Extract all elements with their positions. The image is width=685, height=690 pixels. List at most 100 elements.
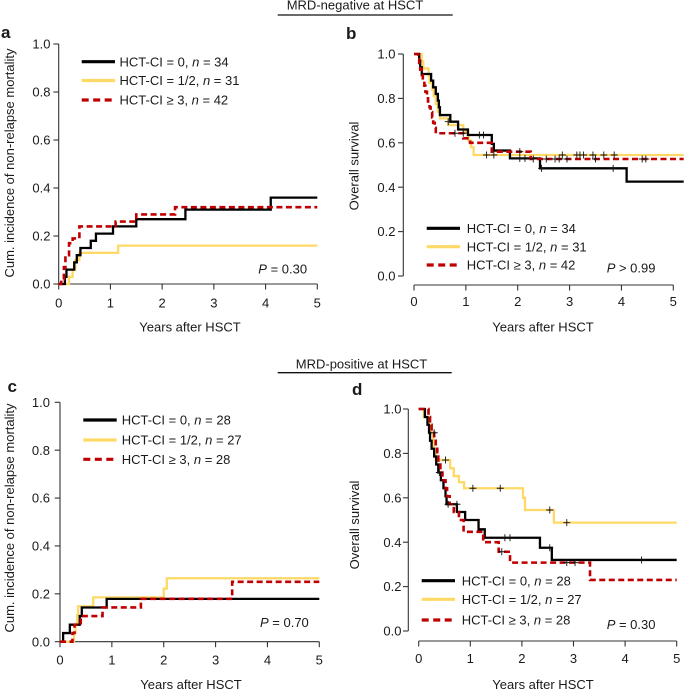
legend-label: HCT-CI = 0, n = 28: [122, 413, 231, 428]
censor-mark: [546, 544, 554, 552]
censor-mark: [430, 429, 438, 437]
p-symbol: P: [260, 615, 269, 630]
censor-mark: [516, 148, 524, 156]
p-symbol: P: [607, 261, 616, 276]
y-tick-label: 0.6: [383, 490, 401, 505]
panel-label: a: [1, 23, 11, 42]
x-tick-label: 2: [518, 651, 525, 666]
legend-label-part: HCT-CI ≥ 3,: [120, 93, 192, 108]
panels: a 0.0 0.2 0.4 0.6 0.8 1.0 0 1 2 3 4 5 Years after HSC…: [1, 23, 684, 690]
series-line-hct-ci-1-2: [414, 52, 684, 157]
series-line-hct-ci-1-2: [60, 577, 320, 643]
series-line-hct-ci-ge3: [414, 52, 684, 161]
legend-label-part: HCT-CI = 0,: [462, 573, 535, 588]
x-tick-label: 4: [264, 653, 271, 668]
x-tick-label: 4: [621, 651, 628, 666]
censor-mark: [609, 164, 617, 172]
legend-item: HCT-CI ≥ 3, n = 28: [421, 613, 570, 628]
legend-n-symbol: n: [534, 613, 541, 628]
legend-label-part: HCT-CI = 0,: [467, 221, 540, 236]
x-tick-label: 2: [514, 294, 521, 309]
series-line-hct-ci-ge3: [58, 205, 318, 286]
legend-label-part: HCT-CI = 1/2,: [462, 592, 545, 607]
x-tick-label: 3: [570, 651, 577, 666]
y-tick-label: 0.8: [32, 85, 50, 100]
legend-label: HCT-CI = 1/2, n = 27: [122, 433, 242, 448]
legend-item: HCT-CI = 1/2, n = 27: [421, 592, 582, 607]
censor-mark: [558, 151, 566, 159]
legend-item: HCT-CI = 0, n = 34: [81, 54, 229, 69]
censor-mark: [444, 500, 452, 508]
legend-item: HCT-CI ≥ 3, n = 28: [83, 452, 230, 467]
legend-label-part: HCT-CI = 0,: [122, 413, 195, 428]
section-header-mrd-positive: MRD-positive at HSCT: [277, 357, 452, 374]
p-value: = 0.30: [615, 617, 655, 632]
legend-n-symbol: n: [192, 93, 199, 108]
x-axis-label: Years after HSCT: [492, 677, 593, 690]
x-tick-label: 2: [160, 653, 167, 668]
y-tick-label: 0.8: [383, 446, 401, 461]
censor-mark: [506, 534, 514, 542]
x-tick-label: 4: [262, 296, 269, 311]
series-group: [58, 196, 318, 286]
censor-mark: [529, 155, 537, 163]
series-line-hct-ci-0: [414, 52, 684, 183]
legend-label: HCT-CI ≥ 3, n = 28: [122, 452, 231, 467]
legend: HCT-CI = 0, n = 34 HCT-CI = 1/2, n = 31 HC…: [81, 54, 239, 108]
legend-label: HCT-CI = 0, n = 34: [467, 221, 576, 236]
legend-label: HCT-CI = 1/2, n = 31: [467, 239, 587, 254]
censor-mark: [453, 500, 461, 508]
legend-item: HCT-CI = 1/2, n = 31: [426, 239, 587, 254]
p-value: > 0.99: [615, 261, 655, 276]
legend-label-part: = 34: [547, 221, 576, 236]
legend-label-part: = 27: [552, 592, 581, 607]
panel-a: a 0.0 0.2 0.4 0.6 0.8 1.0 0 1 2 3 4 5 Years after HSC…: [1, 23, 321, 335]
x-tick-label: 1: [462, 294, 469, 309]
y-tick-label: 1.0: [377, 47, 395, 62]
censor-mark: [610, 151, 618, 159]
censor-mark: [444, 118, 452, 126]
x-tick-label: 1: [107, 296, 114, 311]
p-value: = 0.70: [269, 615, 309, 630]
censor-mark: [496, 484, 504, 492]
legend-label-part: = 27: [212, 433, 241, 448]
y-tick-label: 1.0: [32, 37, 50, 52]
censor-mark: [563, 155, 571, 163]
censor-mark: [589, 151, 597, 159]
x-tick-label: 0: [56, 653, 63, 668]
censor-mark: [521, 154, 529, 162]
p-value-annotation: P = 0.30: [607, 617, 656, 632]
legend-label-part: HCT-CI = 1/2,: [467, 239, 550, 254]
y-axis-label: Cum. incidence of non-relapse mortality: [2, 403, 17, 633]
y-tick-label: 1.0: [383, 402, 401, 417]
y-tick-label: 0.2: [32, 586, 50, 601]
legend-label-part: = 28: [201, 452, 230, 467]
legend-n-symbol: n: [545, 592, 552, 607]
censor-mark: [600, 151, 608, 159]
p-symbol: P: [607, 617, 616, 632]
y-tick-label: 0.0: [32, 277, 50, 292]
x-tick-label: 3: [212, 653, 219, 668]
y-axis: 0.0 0.2 0.4 0.6 0.8 1.0: [377, 47, 404, 284]
panel-d: d 0.0 0.2 0.4 0.6 0.8 1.0 0 1 2 3 4 5 Years after HSC…: [347, 380, 680, 690]
legend-label: HCT-CI = 0, n = 28: [462, 573, 571, 588]
censor-mark: [563, 519, 571, 527]
legend-item: HCT-CI = 1/2, n = 31: [81, 73, 239, 88]
panel-label: d: [352, 380, 362, 399]
x-tick-label: 5: [670, 294, 677, 309]
censor-mark: [638, 556, 646, 564]
y-axis-label: Cum. incidence of non-relapse mortality: [2, 48, 17, 278]
p-value-annotation: P = 0.30: [258, 262, 307, 277]
legend-label-part: HCT-CI = 1/2,: [122, 433, 205, 448]
y-tick-label: 0.4: [32, 181, 50, 196]
censor-mark: [563, 559, 571, 567]
panel-c: c 0.0 0.2 0.4 0.6 0.8 1.0 0 1 2 3 4 5 Years after HSC…: [2, 377, 323, 690]
legend-label-part: HCT-CI ≥ 3,: [462, 613, 534, 628]
x-tick-label: 0: [410, 294, 417, 309]
censor-mark: [542, 155, 550, 163]
legend-label: HCT-CI ≥ 3, n = 42: [467, 258, 576, 273]
y-tick-label: 0.8: [32, 443, 50, 458]
panel-label: b: [346, 24, 356, 43]
legend-label-part: = 31: [210, 73, 239, 88]
